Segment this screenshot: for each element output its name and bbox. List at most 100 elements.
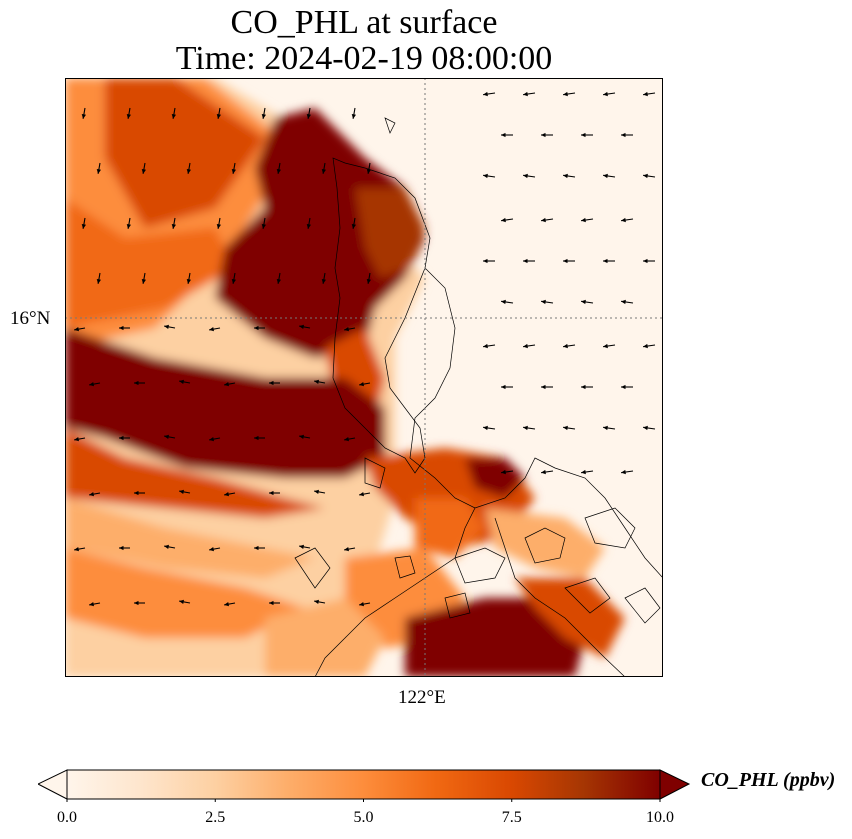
plume-south-core — [465, 458, 525, 498]
coastline-segment — [524, 527, 566, 564]
wind-arrow — [179, 599, 191, 605]
coastline-segment — [494, 517, 626, 677]
coastline-segment — [384, 117, 396, 134]
wind-arrow — [254, 435, 265, 441]
wind-arrow — [483, 91, 496, 97]
wind-arrow — [254, 325, 265, 331]
map-title-line2: Time: 2024-02-19 08:00:00 — [175, 40, 553, 77]
wind-arrow — [541, 217, 554, 223]
colorbar-tick-label: 2.5 — [205, 809, 226, 826]
colorbar-extend-high — [659, 769, 691, 800]
colorbar-gradient — [66, 769, 661, 800]
wind-arrow — [224, 601, 236, 607]
wind-arrow — [119, 545, 130, 551]
wind-arrow — [179, 489, 191, 495]
wind-arrow — [563, 425, 576, 431]
wind-arrow — [164, 324, 176, 330]
wind-arrow — [344, 326, 356, 332]
plume-west-core — [65, 328, 385, 478]
wind-arrow — [603, 173, 616, 179]
wind-arrow — [344, 436, 356, 442]
wind-arrow — [643, 343, 656, 349]
concentration-field — [65, 78, 625, 677]
wind-arrow — [81, 107, 87, 119]
colorbar-label: CO_PHL (ppbv) — [701, 769, 836, 791]
wind-arrow — [254, 545, 265, 551]
wind-arrow — [621, 299, 634, 305]
wind-arrow — [261, 217, 267, 229]
wind-arrow — [483, 343, 496, 349]
colorbar-ticks — [66, 799, 661, 802]
wind-arrow — [581, 299, 594, 305]
coastline-segment — [564, 577, 611, 614]
wind-arrow — [299, 434, 311, 440]
wind-arrow — [224, 491, 236, 497]
wind-arrow — [359, 601, 371, 607]
wind-arrow — [366, 162, 372, 174]
coastline-segment — [444, 592, 471, 619]
wind-arrow — [501, 299, 514, 305]
wind-arrow — [119, 325, 130, 331]
wind-arrow — [483, 425, 496, 431]
wind-arrow — [581, 469, 594, 475]
colorbar-tick-label: 5.0 — [353, 809, 374, 826]
plume-sw — [65, 548, 305, 638]
wind-arrow — [231, 162, 237, 174]
coastline-segment — [294, 547, 331, 589]
wind-arrow — [134, 600, 145, 606]
wind-arrow — [563, 91, 576, 97]
wind-arrow — [134, 380, 145, 386]
plume-nw-core — [105, 78, 265, 228]
map-frame — [65, 78, 663, 677]
wind-arrow — [74, 436, 86, 442]
coastline-segment — [454, 547, 506, 584]
plume-north-east — [355, 188, 425, 278]
wind-arrow — [186, 272, 192, 284]
wind-arrow — [603, 91, 616, 97]
wind-arrow — [541, 299, 554, 305]
wind-arrow — [359, 491, 371, 497]
wind-arrow — [321, 272, 327, 284]
wind-arrow — [643, 173, 656, 179]
wind-arrow — [216, 107, 222, 119]
wind-arrow — [501, 384, 513, 390]
wind-arrow — [581, 384, 593, 390]
wind-arrow — [581, 217, 594, 223]
coastline-segment — [364, 457, 386, 489]
colorbar-tick-label: 10.0 — [646, 809, 674, 826]
wind-arrow — [643, 258, 655, 264]
wind-arrow — [603, 258, 615, 264]
coastline-segment — [624, 587, 661, 624]
wind-arrow — [126, 217, 132, 229]
wind-arrow — [541, 469, 554, 475]
wind-arrow — [643, 425, 656, 431]
coastline-segment — [584, 507, 636, 549]
coastline-segment — [332, 157, 431, 474]
wind-arrow — [359, 381, 371, 387]
wind-arrow — [164, 544, 176, 550]
colorbar-extend-low — [38, 769, 68, 800]
longitude-tick-label: 122°E — [398, 687, 446, 708]
wind-arrow — [269, 490, 280, 496]
map-title-line1: CO_PHL at surface — [230, 4, 498, 41]
wind-arrow — [541, 384, 553, 390]
wind-arrow — [621, 132, 633, 138]
wind-arrow — [209, 546, 221, 552]
wind-arrow — [306, 107, 312, 119]
wind-arrow — [581, 132, 593, 138]
wind-arrow — [314, 489, 326, 495]
wind-arrow — [209, 326, 221, 332]
wind-arrow — [306, 217, 312, 229]
wind-arrow — [344, 546, 356, 552]
wind-arrow — [314, 599, 326, 605]
wind-arrow — [643, 91, 656, 97]
wind-arrow — [141, 272, 147, 284]
wind-arrow — [231, 272, 237, 284]
wind-arrow — [269, 600, 280, 606]
wind-arrow — [563, 343, 576, 349]
wind-arrow — [299, 324, 311, 330]
map-canvas — [65, 78, 663, 677]
wind-arrow — [483, 173, 496, 179]
wind-arrow — [126, 107, 132, 119]
wind-arrow — [563, 173, 576, 179]
